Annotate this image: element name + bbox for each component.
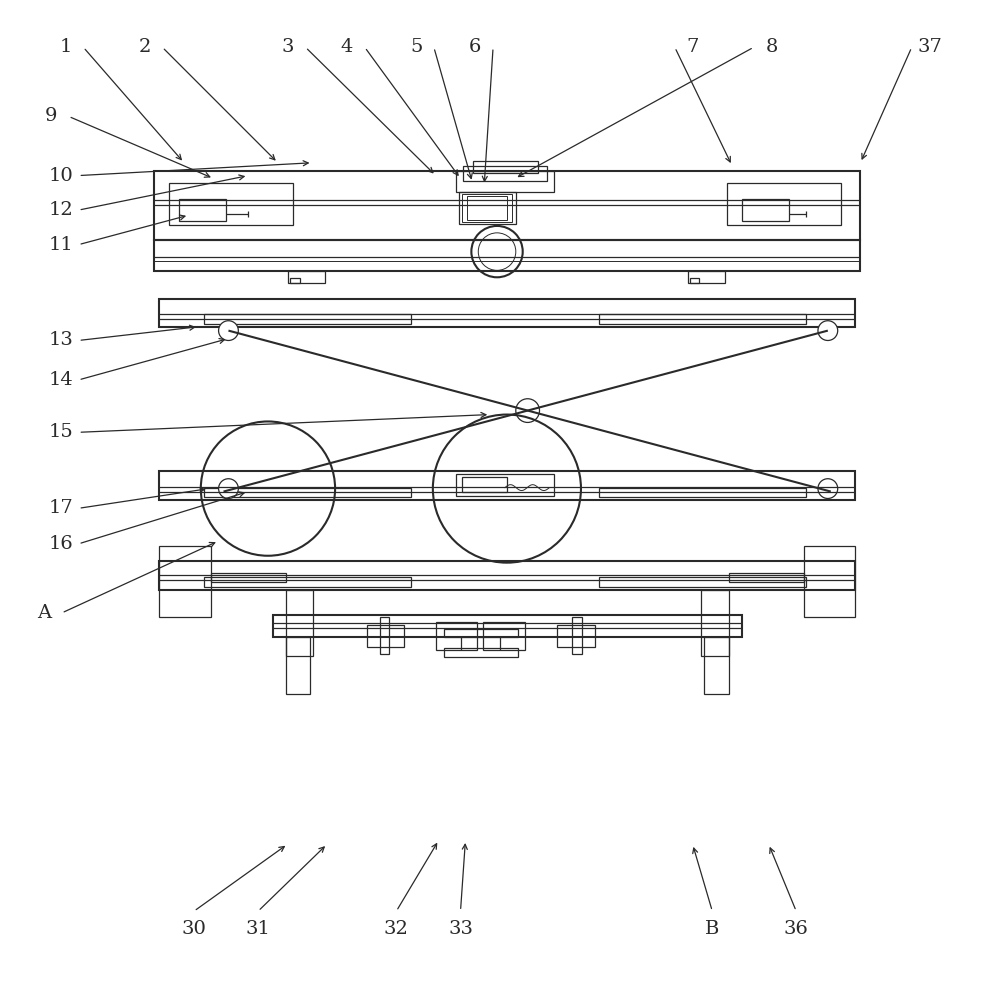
Bar bbox=[456, 171, 554, 193]
Bar bbox=[804, 546, 855, 617]
Text: 36: 36 bbox=[784, 920, 809, 938]
Bar bbox=[211, 573, 286, 583]
Bar bbox=[727, 184, 841, 225]
Bar bbox=[286, 590, 313, 656]
Bar bbox=[742, 200, 789, 221]
Bar bbox=[286, 637, 310, 694]
Circle shape bbox=[219, 321, 238, 341]
Bar bbox=[557, 625, 595, 646]
Text: 30: 30 bbox=[181, 920, 206, 938]
Bar bbox=[599, 488, 806, 497]
Bar bbox=[204, 578, 411, 587]
Text: 10: 10 bbox=[48, 167, 73, 185]
Text: 5: 5 bbox=[410, 38, 422, 57]
Bar bbox=[367, 625, 404, 646]
Bar bbox=[599, 314, 806, 324]
Text: 9: 9 bbox=[44, 107, 57, 125]
Bar bbox=[690, 278, 699, 283]
Text: 7: 7 bbox=[686, 38, 699, 57]
Bar bbox=[154, 239, 860, 271]
Text: 2: 2 bbox=[138, 38, 151, 57]
Bar bbox=[154, 171, 860, 239]
Text: 6: 6 bbox=[469, 38, 482, 57]
Text: 1: 1 bbox=[59, 38, 72, 57]
Bar bbox=[688, 271, 725, 283]
Bar bbox=[204, 314, 411, 324]
Bar bbox=[701, 590, 729, 656]
Bar bbox=[169, 184, 293, 225]
Bar bbox=[467, 197, 507, 220]
Bar bbox=[729, 573, 804, 583]
Bar bbox=[288, 271, 325, 283]
Bar bbox=[159, 471, 855, 500]
Bar bbox=[459, 193, 516, 224]
Text: 33: 33 bbox=[448, 920, 473, 938]
Text: 4: 4 bbox=[341, 38, 353, 57]
Bar bbox=[462, 477, 507, 492]
Text: 32: 32 bbox=[384, 920, 409, 938]
Bar bbox=[444, 647, 518, 657]
Bar bbox=[572, 617, 582, 654]
Text: A: A bbox=[37, 604, 51, 622]
Text: 15: 15 bbox=[48, 423, 73, 441]
Bar bbox=[273, 615, 742, 637]
Text: 11: 11 bbox=[48, 235, 73, 253]
Text: 16: 16 bbox=[48, 535, 73, 553]
Bar bbox=[462, 195, 512, 222]
Text: 37: 37 bbox=[917, 38, 942, 57]
Circle shape bbox=[818, 321, 838, 341]
Text: B: B bbox=[705, 920, 719, 938]
Bar bbox=[159, 299, 855, 327]
Bar bbox=[463, 166, 547, 181]
Bar bbox=[473, 161, 538, 173]
Circle shape bbox=[219, 479, 238, 498]
Bar bbox=[159, 561, 855, 590]
Bar bbox=[483, 622, 525, 649]
Bar bbox=[599, 578, 806, 587]
Circle shape bbox=[516, 399, 539, 422]
Bar bbox=[704, 637, 729, 694]
Bar bbox=[444, 629, 518, 637]
Bar bbox=[436, 622, 477, 649]
Bar bbox=[456, 474, 554, 496]
Bar bbox=[159, 546, 211, 617]
Text: 17: 17 bbox=[48, 499, 73, 517]
Bar bbox=[380, 617, 389, 654]
Text: 31: 31 bbox=[246, 920, 271, 938]
Bar bbox=[179, 200, 226, 221]
Text: 13: 13 bbox=[48, 332, 73, 350]
Bar bbox=[290, 278, 300, 283]
Bar bbox=[204, 488, 411, 497]
Text: 14: 14 bbox=[48, 371, 73, 389]
Text: 8: 8 bbox=[765, 38, 778, 57]
Text: 3: 3 bbox=[281, 38, 294, 57]
Circle shape bbox=[818, 479, 838, 498]
Text: 12: 12 bbox=[48, 202, 73, 219]
